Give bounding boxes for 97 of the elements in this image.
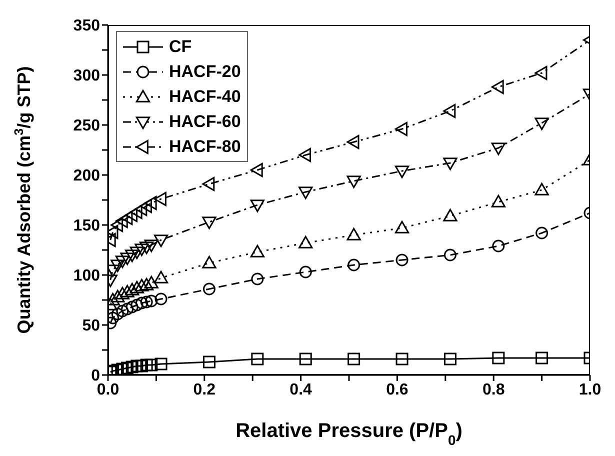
x-tick-label: 0.4	[290, 381, 312, 398]
legend-label: HACF-60	[169, 112, 241, 132]
point	[251, 272, 264, 286]
point	[130, 246, 144, 260]
point	[346, 228, 361, 240]
point	[202, 356, 216, 368]
point	[144, 276, 158, 288]
point	[154, 292, 168, 306]
point	[534, 66, 548, 80]
point	[121, 362, 134, 374]
point	[139, 242, 154, 254]
y-tick-label: 250	[73, 118, 100, 135]
point	[492, 240, 505, 252]
point	[125, 250, 140, 262]
point	[154, 192, 166, 206]
legend-label: HACF-40	[169, 86, 241, 106]
point	[126, 360, 138, 374]
point	[298, 186, 313, 200]
point	[145, 294, 158, 308]
point	[130, 204, 142, 220]
point	[443, 208, 458, 222]
y-tick-label: 350	[73, 18, 100, 35]
point	[202, 216, 216, 230]
point	[394, 122, 408, 136]
point	[125, 208, 138, 222]
point	[116, 304, 129, 318]
point	[492, 352, 505, 364]
x-tick-label: 0.2	[193, 381, 216, 398]
point	[536, 226, 548, 240]
point	[250, 244, 264, 258]
point	[154, 358, 168, 370]
point	[299, 266, 312, 278]
point	[348, 258, 360, 272]
point	[110, 290, 125, 302]
y-tick-label: 50	[82, 318, 100, 335]
point	[130, 360, 144, 372]
point	[115, 286, 130, 300]
point	[134, 202, 148, 216]
point	[120, 284, 134, 298]
x-tick-label: 1.0	[578, 381, 602, 398]
x-tick-label: 0.6	[386, 381, 408, 398]
point	[202, 176, 215, 192]
point	[139, 198, 152, 214]
point	[120, 210, 133, 226]
point	[348, 352, 360, 366]
point	[394, 166, 410, 178]
legend-label: CF	[169, 36, 192, 56]
point	[202, 282, 216, 296]
point	[140, 296, 153, 308]
point	[396, 352, 408, 366]
point	[144, 196, 157, 210]
point	[154, 234, 168, 248]
point	[491, 80, 504, 94]
point	[298, 236, 313, 248]
point	[126, 300, 138, 314]
legend-label: HACF-20	[169, 62, 241, 82]
point	[110, 218, 124, 232]
point	[145, 358, 158, 372]
point	[394, 220, 410, 234]
x-tick-label: 0.8	[482, 381, 505, 398]
point	[534, 182, 549, 196]
point	[251, 352, 264, 366]
y-tick-label: 100	[73, 268, 100, 285]
point	[443, 158, 458, 170]
point	[444, 248, 456, 262]
point	[140, 358, 153, 372]
point	[250, 162, 263, 178]
point	[298, 148, 312, 162]
point	[491, 142, 506, 156]
point	[134, 244, 149, 256]
point	[110, 260, 125, 272]
point	[120, 252, 134, 266]
point	[534, 118, 549, 130]
point	[130, 280, 144, 294]
point	[250, 200, 264, 212]
point	[144, 240, 158, 252]
point	[444, 352, 456, 366]
point	[115, 256, 130, 268]
point	[443, 104, 456, 118]
y-tick-label: 200	[73, 168, 100, 185]
point	[396, 254, 408, 266]
point	[491, 194, 506, 208]
y-tick-label: 300	[73, 68, 100, 85]
point	[115, 214, 128, 228]
y-tick-label: 150	[73, 218, 100, 235]
point	[135, 360, 148, 372]
point	[139, 278, 154, 290]
point	[202, 256, 216, 268]
point	[154, 270, 168, 284]
point	[125, 282, 140, 296]
point	[134, 278, 149, 292]
point	[536, 352, 548, 364]
point	[346, 176, 361, 188]
point	[299, 352, 312, 366]
point	[346, 134, 360, 150]
legend-label: HACF-80	[169, 136, 241, 156]
x-axis-title: Relative Pressure (P/P$_{0}$)	[236, 420, 462, 448]
